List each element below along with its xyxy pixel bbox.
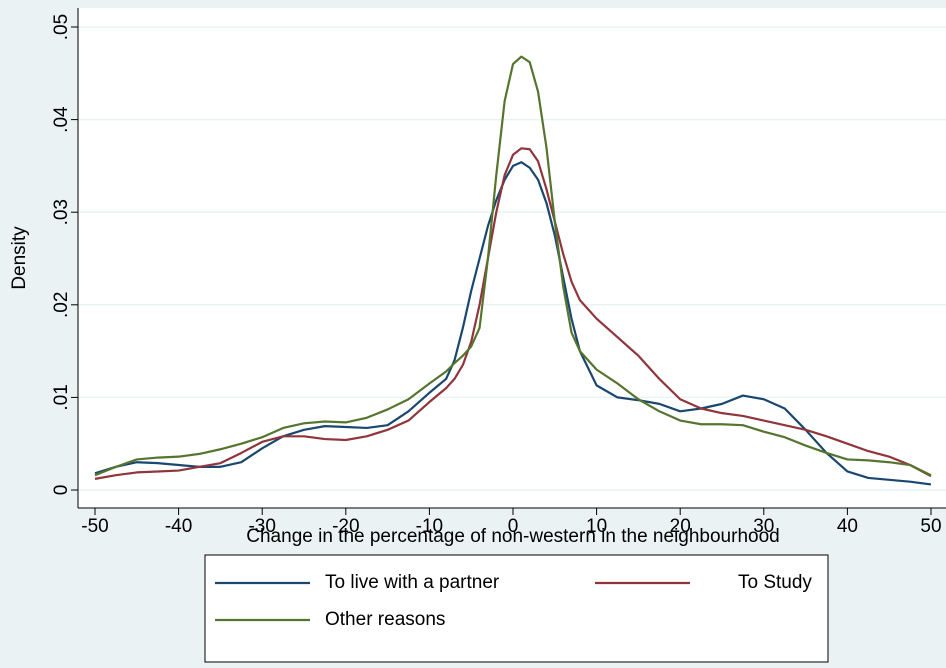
y-tick-label: .04 (51, 106, 72, 133)
legend-box (204, 554, 829, 663)
x-tick-label: 50 (920, 516, 941, 537)
y-tick-label: .02 (51, 292, 72, 318)
x-tick-label: -40 (165, 516, 192, 537)
y-tick-label: .03 (51, 199, 72, 225)
x-tick-label: -50 (81, 516, 108, 537)
legend-label: Other reasons (325, 609, 445, 630)
legend-label: To Study (738, 572, 812, 593)
x-tick-label: 30 (753, 516, 774, 537)
y-axis-label: Density (9, 226, 30, 290)
x-axis-label: Change in the percentage of non-western … (246, 526, 779, 547)
x-tick-label: -20 (332, 516, 359, 537)
legend-label: To live with a partner (325, 572, 500, 593)
y-tick-label: .05 (51, 14, 72, 40)
density-line (94, 147, 932, 480)
x-tick-label: 0 (508, 516, 519, 537)
density-line (94, 161, 932, 486)
x-tick-label: -30 (248, 516, 275, 537)
y-tick-label: 0 (51, 485, 72, 496)
density-line (94, 55, 932, 477)
y-tick-label: .01 (51, 384, 72, 410)
x-tick-label: 40 (837, 516, 858, 537)
x-tick-label: -10 (416, 516, 443, 537)
x-tick-label: 10 (586, 516, 607, 537)
x-tick-label: 20 (670, 516, 691, 537)
